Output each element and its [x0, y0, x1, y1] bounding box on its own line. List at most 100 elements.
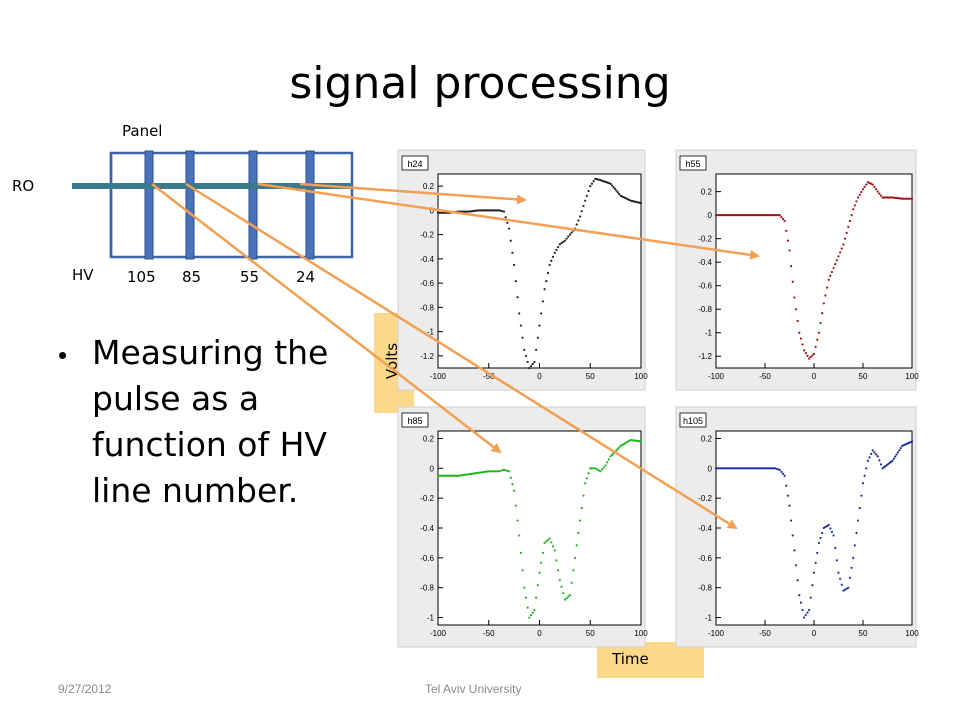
data-point — [533, 360, 536, 364]
data-point — [852, 208, 855, 211]
data-point — [541, 300, 544, 303]
data-point — [523, 348, 526, 351]
data-point — [524, 596, 528, 599]
data-point — [548, 537, 551, 540]
data-point — [852, 556, 855, 559]
data-point — [513, 489, 516, 492]
data-point — [584, 482, 587, 485]
data-point — [497, 209, 500, 212]
data-point — [796, 319, 799, 323]
data-point — [843, 588, 847, 591]
data-point — [812, 571, 816, 574]
data-point — [781, 217, 785, 221]
data-point — [568, 594, 572, 597]
data-point — [553, 251, 556, 254]
data-point — [528, 616, 531, 619]
data-point — [521, 336, 524, 339]
ro-label: RO — [12, 177, 35, 195]
data-point — [567, 235, 570, 238]
data-point — [855, 531, 858, 535]
y-tick-label: -0.4 — [698, 258, 712, 267]
data-point — [506, 469, 509, 472]
data-point — [587, 472, 590, 475]
data-point — [504, 216, 507, 219]
data-point — [863, 474, 866, 477]
data-point — [850, 214, 853, 217]
data-point — [501, 210, 504, 213]
y-tick-label: -1 — [705, 614, 713, 623]
data-point — [834, 546, 837, 549]
data-point — [822, 302, 825, 305]
data-point — [811, 354, 814, 357]
time-label-box — [597, 642, 704, 678]
data-point — [811, 584, 814, 587]
data-point — [773, 214, 776, 217]
x-tick-label: 100 — [905, 372, 919, 381]
x-tick-label: 50 — [586, 629, 595, 638]
hv-number-55: 55 — [240, 268, 260, 286]
data-point — [879, 194, 883, 197]
data-point — [589, 467, 592, 470]
data-point — [878, 459, 881, 462]
data-point — [785, 484, 788, 487]
data-point — [847, 225, 850, 229]
data-point — [790, 265, 793, 268]
data-point — [521, 569, 524, 572]
data-point — [589, 185, 592, 188]
data-point — [798, 594, 801, 597]
data-point — [587, 189, 590, 193]
data-point — [837, 571, 840, 574]
y-tick-label: -0.6 — [698, 554, 712, 563]
data-point — [788, 504, 791, 507]
x-tick-label: -50 — [483, 629, 495, 638]
plot-area — [715, 430, 913, 626]
data-point — [590, 467, 594, 470]
x-tick-label: -100 — [430, 629, 447, 638]
data-point — [865, 183, 868, 186]
data-point — [785, 229, 788, 232]
data-point — [563, 239, 566, 242]
data-point — [840, 247, 843, 250]
x-tick-label: 100 — [634, 629, 648, 638]
y-tick-label: -1.2 — [698, 352, 712, 361]
data-point — [796, 579, 799, 582]
data-point — [832, 534, 835, 537]
data-point — [499, 209, 502, 212]
x-tick-label: 0 — [537, 629, 542, 638]
y-tick-label: -0.6 — [420, 554, 434, 563]
data-point — [519, 324, 522, 327]
y-tick-label: -0.2 — [698, 235, 712, 244]
y-tick-label: -0.2 — [420, 494, 434, 503]
data-point — [839, 251, 842, 254]
y-tick-label: -1 — [427, 614, 435, 623]
data-point — [604, 464, 607, 467]
data-point — [803, 616, 806, 619]
data-point — [850, 566, 853, 569]
data-point — [513, 263, 516, 267]
data-point — [599, 470, 602, 473]
data-point — [546, 271, 550, 275]
data-point — [801, 343, 804, 346]
data-point — [817, 331, 821, 334]
data-point — [791, 534, 794, 537]
y-tick-label: -0.2 — [420, 231, 434, 240]
data-point — [783, 474, 786, 477]
data-point — [529, 364, 533, 368]
data-point — [873, 451, 876, 454]
y-tick-label: -0.6 — [698, 282, 712, 291]
data-point — [526, 360, 529, 364]
hv-number-85: 85 — [182, 268, 202, 286]
data-point — [870, 182, 873, 185]
data-point — [546, 538, 550, 542]
data-point — [497, 470, 500, 473]
hv-strip-105 — [144, 150, 154, 260]
y-tick-label: -0.8 — [420, 303, 434, 312]
data-point — [565, 237, 568, 240]
data-point — [575, 223, 578, 226]
data-point — [616, 191, 619, 194]
y-tick-label: -0.2 — [698, 494, 712, 503]
hv-strip-85 — [185, 150, 195, 260]
data-point — [827, 523, 830, 527]
data-point — [898, 449, 901, 452]
data-point — [871, 183, 874, 186]
